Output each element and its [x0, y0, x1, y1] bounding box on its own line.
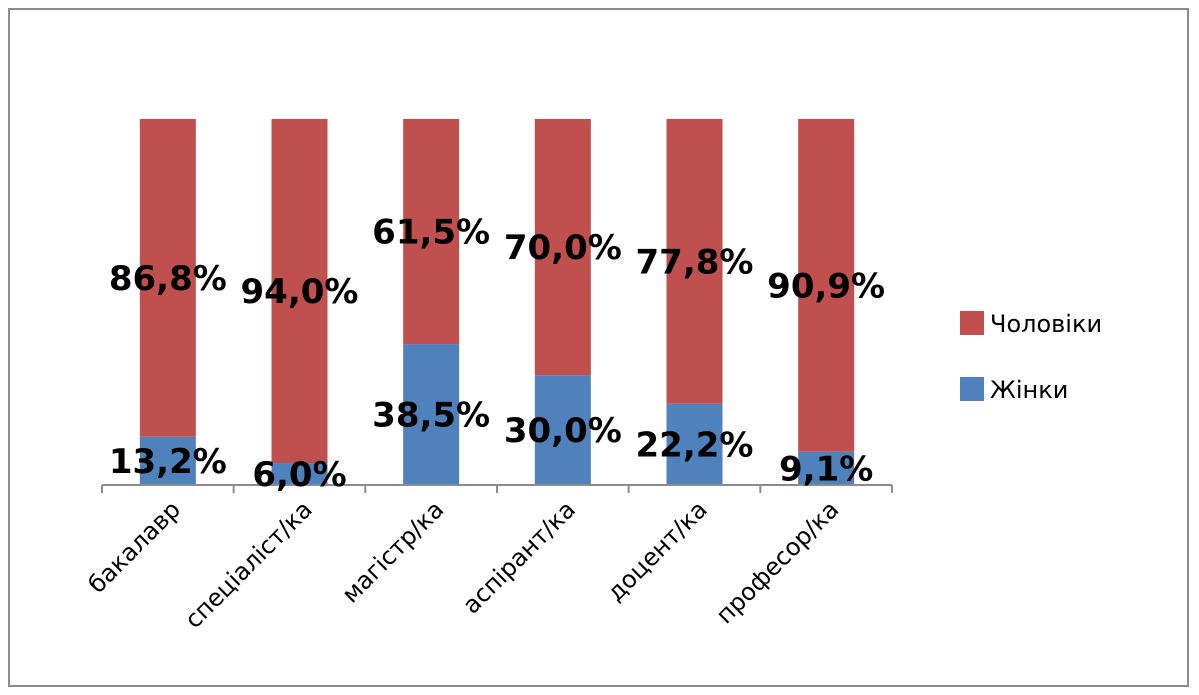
data-labels: 13,2% 86,8% 6,0% 94,0% 38,5% 61,5% 30,0% 70,0% 2… — [109, 213, 885, 495]
data-label-men: 86,8% — [109, 259, 227, 299]
data-label-men: 90,9% — [767, 266, 885, 306]
x-tick-label: професор/ка — [711, 495, 845, 629]
data-label-women: 38,5% — [372, 396, 490, 436]
x-tick-label: магістр/ка — [336, 495, 449, 608]
data-label-women: 13,2% — [109, 442, 227, 482]
legend-swatch-men — [960, 311, 984, 335]
data-label-men: 94,0% — [241, 272, 359, 312]
x-axis — [102, 485, 892, 493]
data-label-women: 30,0% — [504, 411, 622, 451]
x-tick-label: аспірант/ка — [457, 495, 581, 619]
legend: Чоловіки Жінки — [960, 310, 1102, 404]
data-label-men: 61,5% — [372, 213, 490, 253]
data-label-women: 6,0% — [252, 455, 346, 495]
legend-swatch-women — [960, 377, 984, 401]
data-label-men: 70,0% — [504, 228, 622, 268]
data-label-women: 22,2% — [636, 425, 754, 465]
x-tick-label: бакалавр — [83, 495, 186, 598]
data-label-women: 9,1% — [779, 449, 873, 489]
x-tick-label: спеціаліст/ка — [179, 495, 317, 633]
legend-label-men: Чоловіки — [990, 310, 1102, 338]
legend-label-women: Жінки — [990, 376, 1068, 404]
x-tick-label: доцент/ка — [601, 495, 712, 606]
data-label-men: 77,8% — [636, 242, 754, 282]
